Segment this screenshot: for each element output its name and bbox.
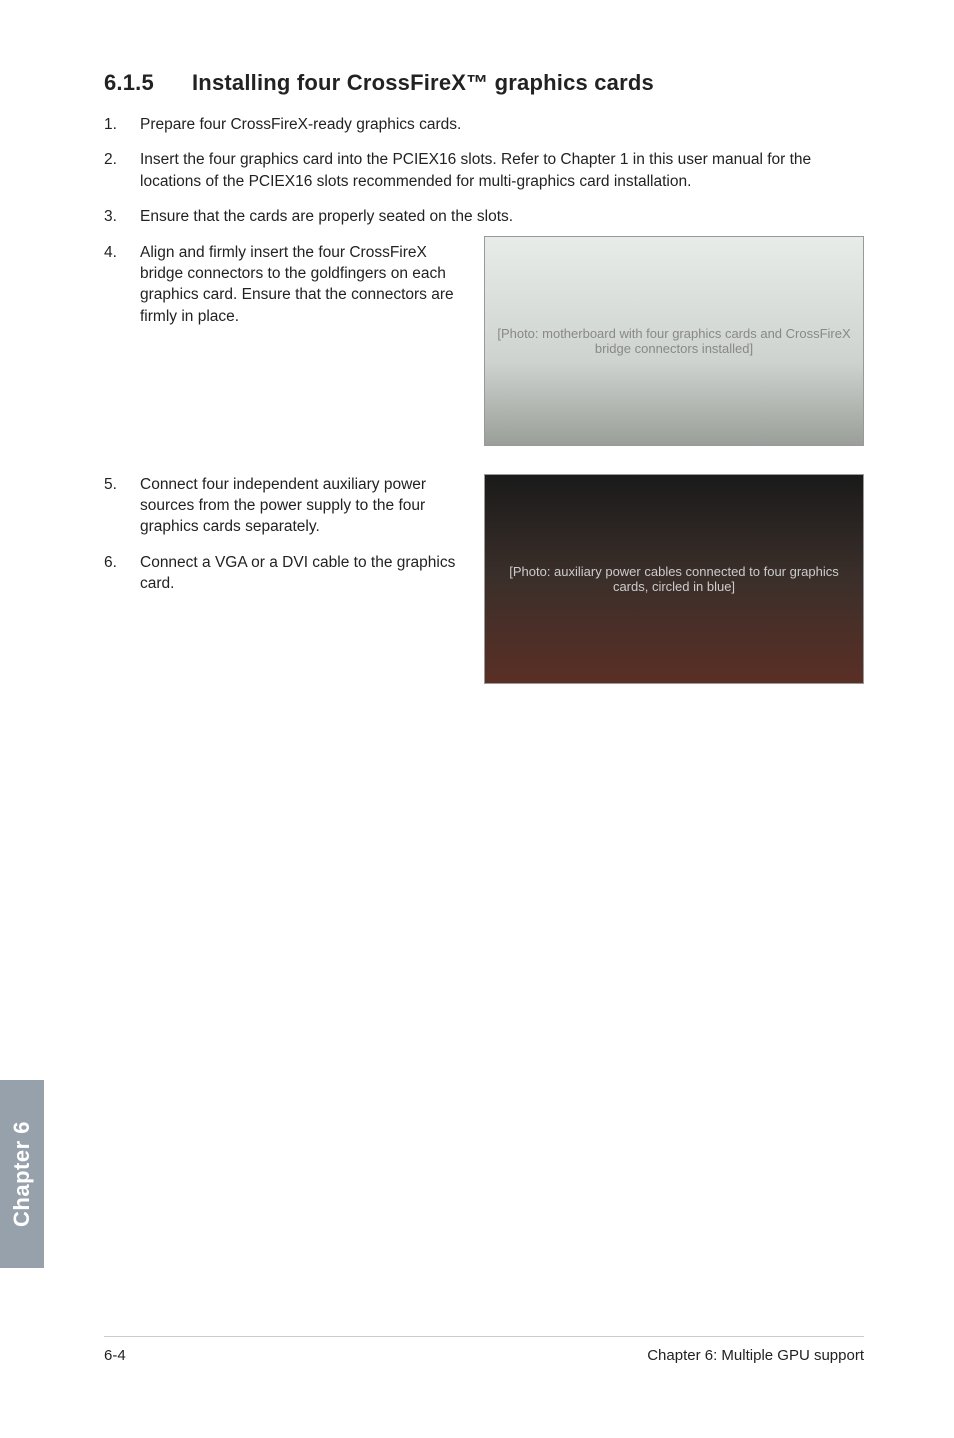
list-item: 3. Ensure that the cards are properly se…	[104, 206, 864, 227]
step-number: 6.	[104, 552, 140, 595]
list-item: 6. Connect a VGA or a DVI cable to the g…	[104, 552, 456, 595]
figure-aux-power: [Photo: auxiliary power cables connected…	[484, 474, 864, 684]
step-text: Insert the four graphics card into the P…	[140, 149, 864, 192]
step-text: Prepare four CrossFireX-ready graphics c…	[140, 114, 864, 135]
section-title-text: Installing four CrossFireX™ graphics car…	[192, 70, 654, 95]
list-item: 1. Prepare four CrossFireX-ready graphic…	[104, 114, 864, 135]
list-item: 2. Insert the four graphics card into th…	[104, 149, 864, 192]
figure-alt-text: [Photo: motherboard with four graphics c…	[493, 326, 855, 356]
instruction-list-continued: 4. Align and firmly insert the four Cros…	[104, 242, 456, 328]
page-number: 6-4	[104, 1347, 126, 1364]
step-text: Connect four independent auxiliary power…	[140, 474, 456, 538]
instruction-list-continued: 5. Connect four independent auxiliary po…	[104, 474, 456, 595]
step-text: Align and firmly insert the four CrossFi…	[140, 242, 456, 328]
section-number: 6.1.5	[104, 70, 192, 96]
list-item: 5. Connect four independent auxiliary po…	[104, 474, 456, 538]
step-number: 3.	[104, 206, 140, 227]
list-item: 4. Align and firmly insert the four Cros…	[104, 242, 456, 328]
figure-alt-text: [Photo: auxiliary power cables connected…	[493, 564, 855, 594]
step-number: 1.	[104, 114, 140, 135]
page-footer: 6-4 Chapter 6: Multiple GPU support	[104, 1336, 864, 1364]
step-number: 5.	[104, 474, 140, 538]
step-text: Connect a VGA or a DVI cable to the grap…	[140, 552, 456, 595]
step-number: 4.	[104, 242, 140, 328]
instruction-list: 1. Prepare four CrossFireX-ready graphic…	[104, 114, 864, 228]
step56-row: 5. Connect four independent auxiliary po…	[104, 474, 864, 684]
step4-row: 4. Align and firmly insert the four Cros…	[104, 242, 864, 446]
chapter-tab-label: Chapter 6	[9, 1121, 35, 1227]
chapter-tab: Chapter 6	[0, 1080, 44, 1268]
section-heading: 6.1.5Installing four CrossFireX™ graphic…	[104, 70, 864, 96]
footer-divider	[104, 1336, 864, 1337]
step-number: 2.	[104, 149, 140, 192]
step-text: Ensure that the cards are properly seate…	[140, 206, 864, 227]
figure-crossfirex-bridge: [Photo: motherboard with four graphics c…	[484, 236, 864, 446]
chapter-title: Chapter 6: Multiple GPU support	[647, 1347, 864, 1364]
